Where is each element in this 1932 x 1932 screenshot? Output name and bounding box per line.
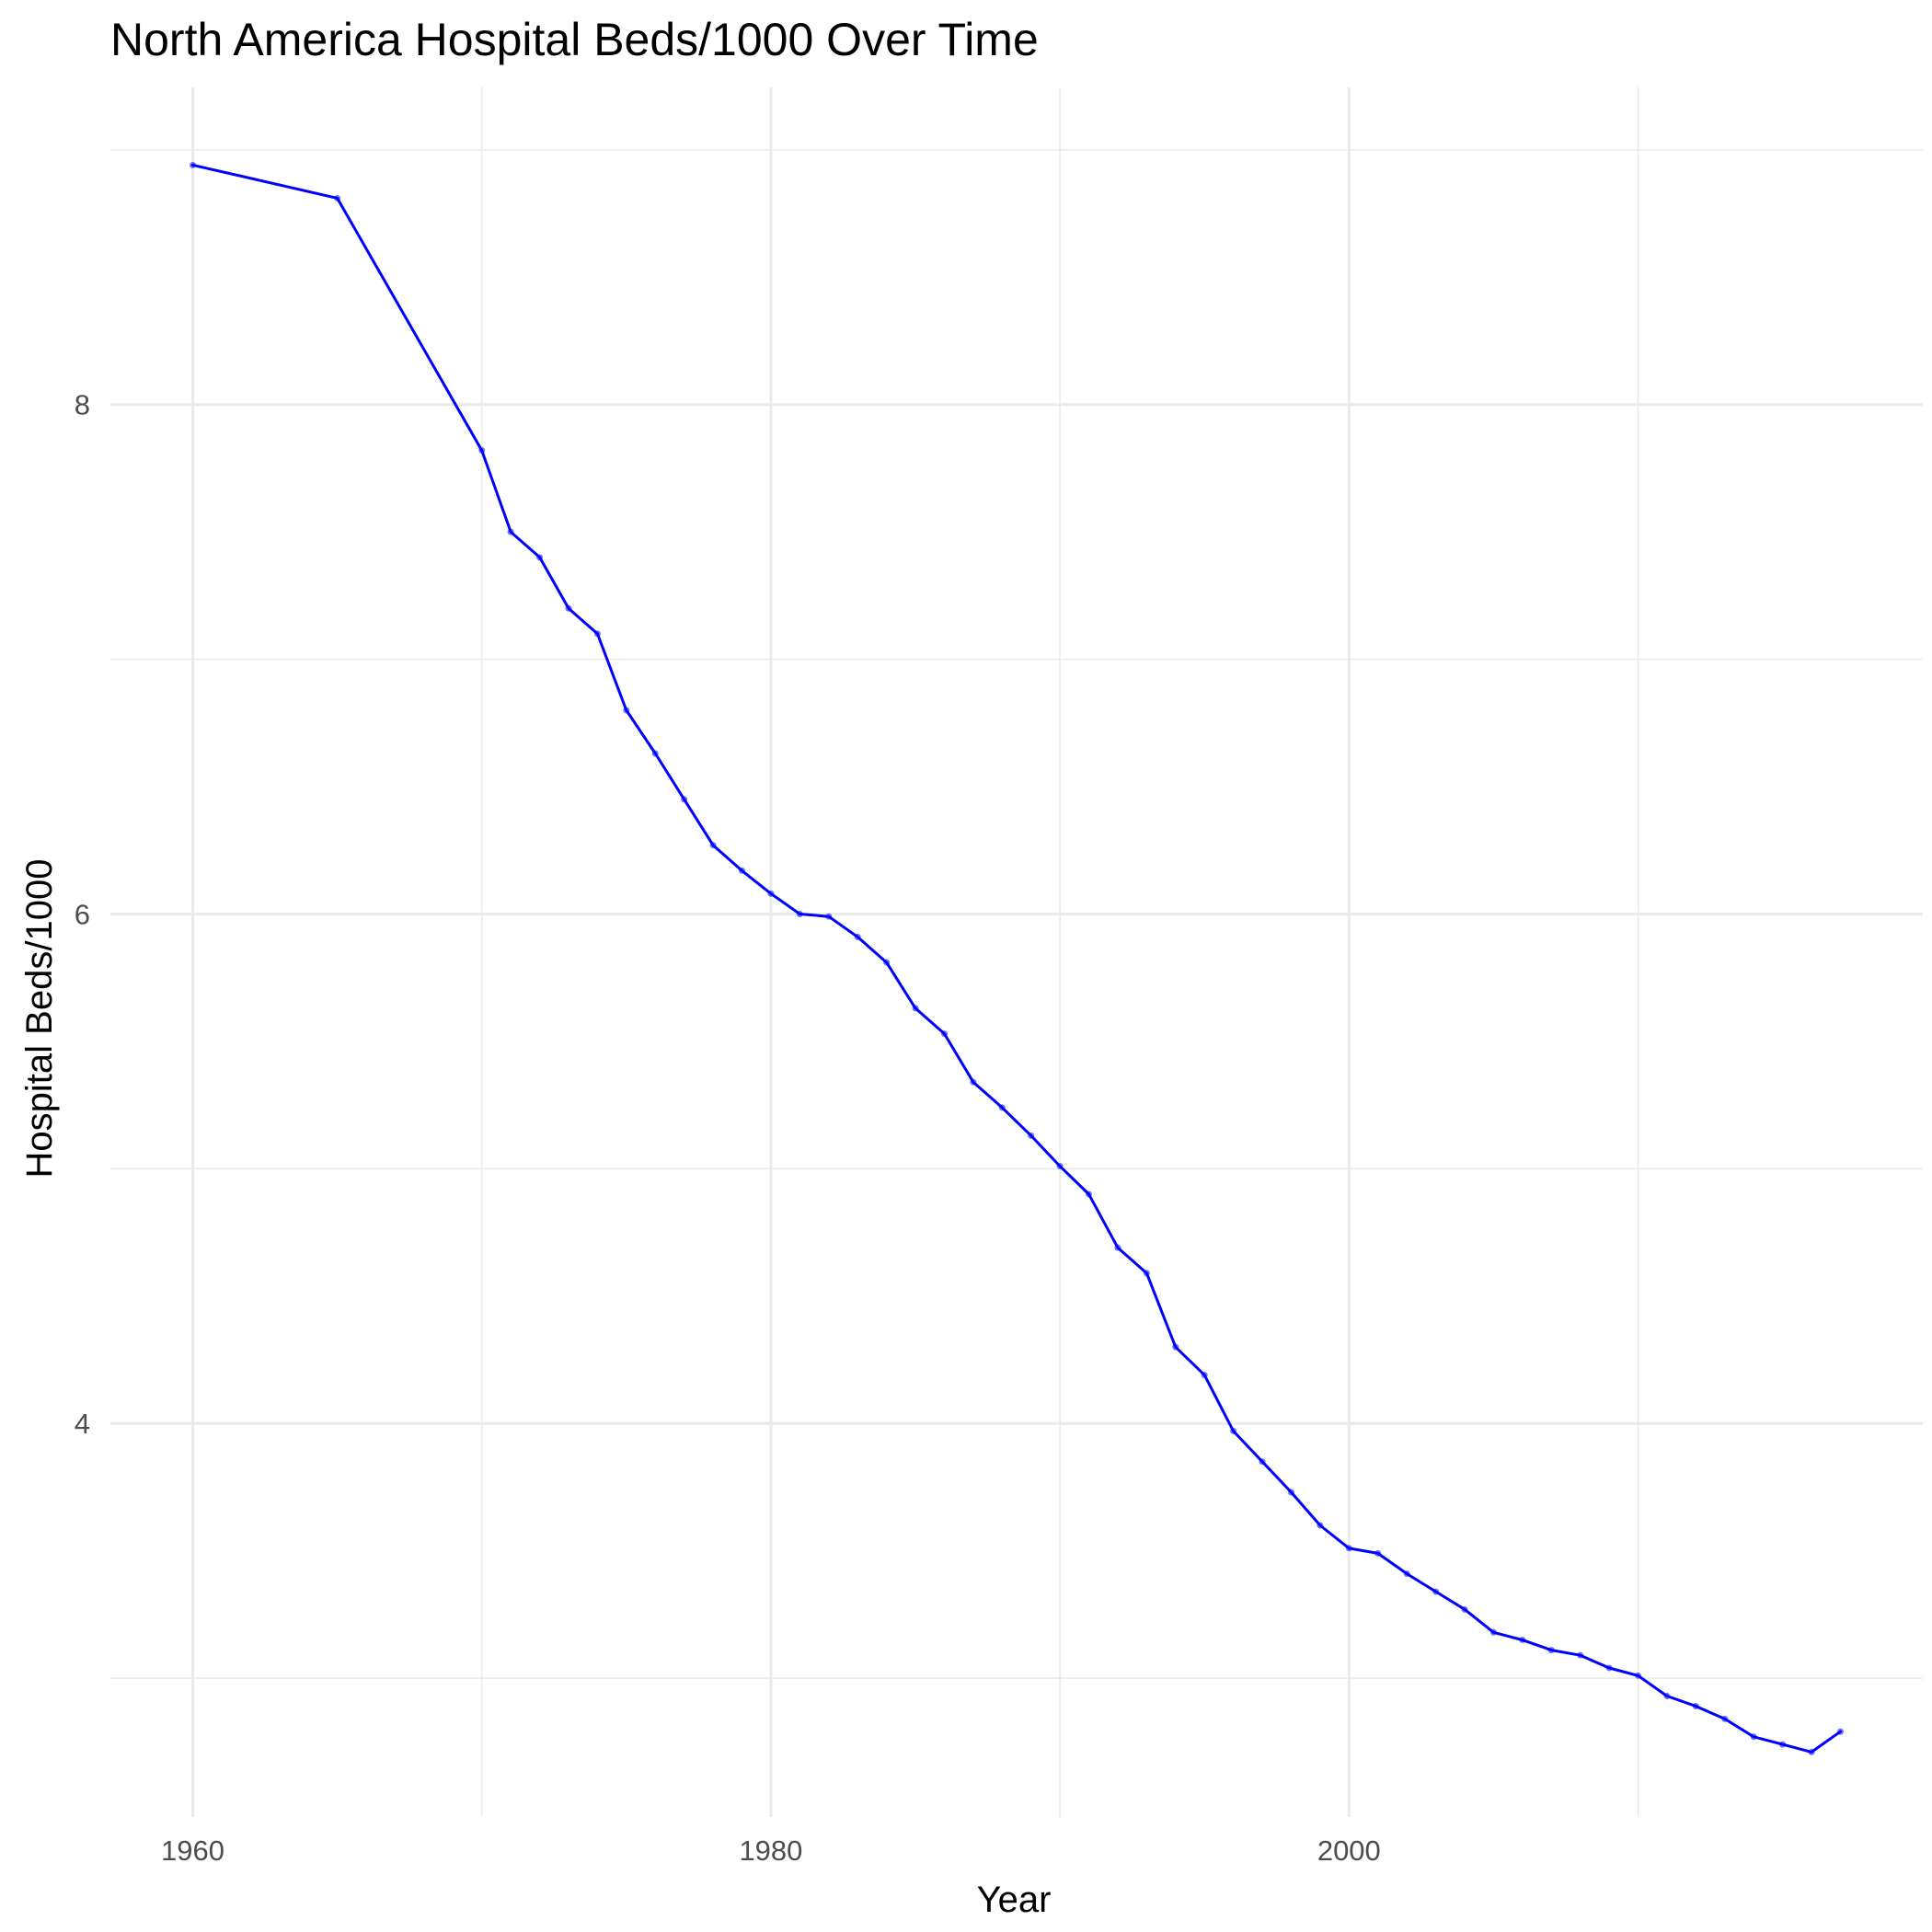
data-point [1519,1637,1526,1644]
data-point [334,194,341,201]
data-point [739,867,746,874]
data-point [1287,1489,1294,1496]
data-point [1547,1647,1555,1654]
data-point [998,1104,1006,1111]
data-point [565,604,572,612]
y-tick-label: 6 [75,898,90,930]
series-layer [190,161,1844,1755]
y-axis-title: Hospital Beds/1000 [19,859,60,1179]
data-point [767,890,775,897]
data-point [190,161,197,168]
data-point [1635,1672,1642,1679]
data-point [1345,1545,1352,1552]
data-point [1201,1372,1208,1379]
data-point [1259,1458,1266,1466]
y-axis-ticks: 4 6 8 [75,389,90,1441]
data-point [1317,1522,1324,1529]
data-point [1489,1628,1497,1636]
data-point [1692,1703,1699,1710]
y-tick-label: 8 [75,389,90,421]
data-point [796,910,803,917]
x-tick-label: 2000 [1317,1834,1381,1867]
data-point [623,707,630,714]
data-point [883,959,891,966]
data-point [507,528,514,535]
data-point [1056,1163,1064,1170]
data-point [1750,1733,1757,1741]
x-tick-label: 1980 [739,1834,802,1867]
chart-title: North America Hospital Beds/1000 Over Ti… [110,14,1039,65]
data-point [1172,1343,1179,1351]
data-point [1663,1692,1671,1699]
data-point [709,842,717,849]
data-point [536,554,544,561]
data-point [1779,1741,1787,1748]
data-point [825,913,833,920]
data-point [593,630,601,638]
x-axis-title: Year [977,1880,1052,1920]
data-point [1721,1715,1729,1722]
data-point [1230,1428,1237,1435]
x-tick-label: 1960 [161,1834,224,1867]
data-point [651,750,659,757]
data-point [970,1078,977,1086]
data-point [1836,1728,1844,1735]
data-point [1086,1190,1093,1198]
data-point [940,1030,948,1038]
grid [110,87,1923,1817]
data-point [854,933,861,940]
data-point [1374,1549,1382,1557]
series-line [191,163,1842,1754]
data-point [1461,1605,1468,1613]
data-point [1577,1651,1584,1659]
y-tick-label: 4 [75,1408,90,1440]
data-point [478,447,486,454]
data-point [681,796,688,803]
data-point [1432,1588,1440,1595]
data-point [1143,1270,1150,1277]
data-point [1403,1570,1410,1578]
data-point [1028,1132,1035,1139]
data-point [912,1005,919,1012]
data-point [1808,1748,1815,1755]
data-point [1114,1244,1121,1251]
data-point [1605,1664,1613,1672]
x-axis-ticks: 1960 1980 2000 [161,1834,1381,1867]
